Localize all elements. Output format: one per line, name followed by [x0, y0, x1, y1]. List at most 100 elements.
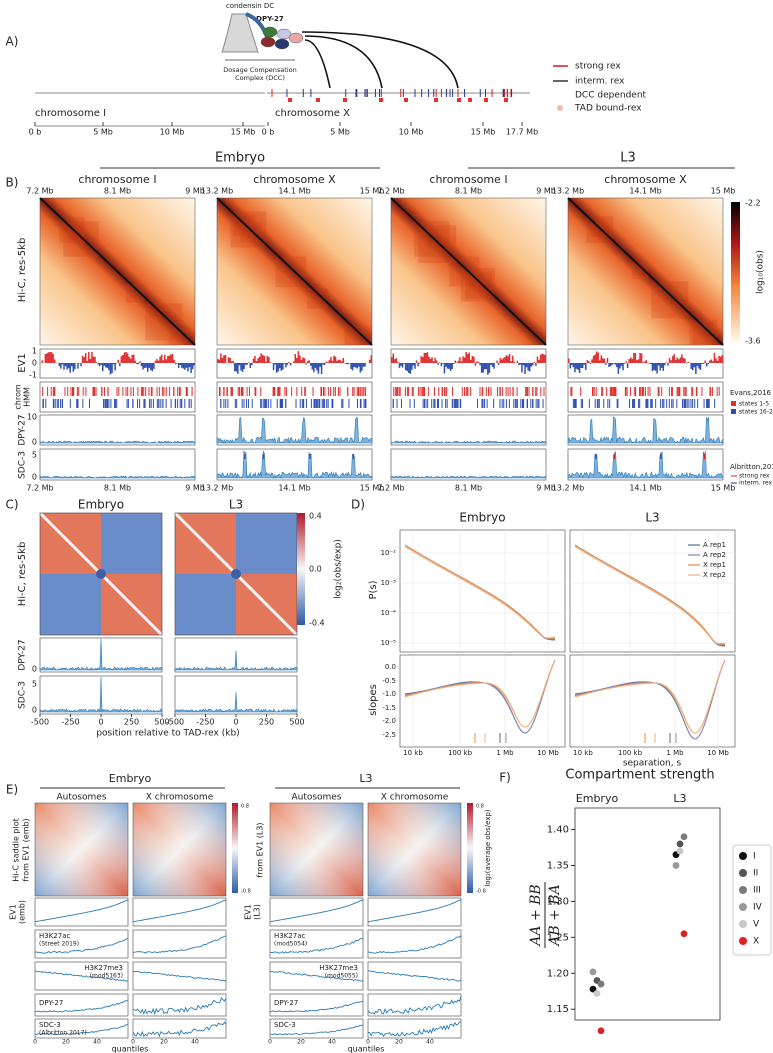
tick-label: 5 Mb	[330, 128, 350, 137]
colorbar-label: -3.6	[745, 337, 761, 346]
condition-title: Embryo	[215, 151, 265, 166]
plot-frame	[399, 654, 566, 748]
track-label: SDC-3	[18, 681, 28, 709]
saddle-overlay	[132, 802, 227, 897]
y-tick-label: 1.40	[547, 825, 569, 836]
tad-rex	[457, 98, 461, 102]
tick-label: 10⁻³	[381, 579, 397, 587]
slope-curve	[574, 659, 726, 734]
tick-label: 10 Mb	[160, 128, 185, 137]
colorbar-title: log₂(obs/exp)	[334, 539, 344, 599]
tick-label: 13.2 Mb	[552, 484, 584, 493]
colorbar-title: log₁₀(obs)	[756, 250, 766, 294]
legend-label: states 16-20	[739, 409, 773, 416]
condition-title: Embryo	[459, 511, 505, 525]
y-label-denominator: AB + BA	[547, 884, 563, 947]
legend-label: X rep1	[703, 561, 726, 569]
condition-title: L3	[645, 511, 659, 525]
legend-dot	[739, 903, 747, 911]
track-label: (Albritton 2017)	[39, 1030, 87, 1037]
signal-track	[216, 416, 373, 444]
quantile-track	[34, 1000, 129, 1013]
tick-label: 15 Mb	[471, 128, 496, 137]
legend-dot	[739, 852, 747, 860]
point	[676, 847, 684, 855]
legend-label: A rep1	[703, 541, 726, 549]
chromosome-title: chromosome X	[604, 173, 687, 186]
tick-label: 10 Mb	[399, 128, 424, 137]
tick-label: 0	[366, 1039, 370, 1046]
colorbar	[297, 513, 305, 625]
tick-label: 0	[32, 665, 37, 674]
legend-label: X rep2	[703, 571, 726, 579]
frame	[39, 512, 163, 636]
track-frame	[132, 929, 227, 959]
ev1-negative	[398, 363, 537, 375]
condition-title: L3	[620, 151, 636, 166]
tad-rex	[504, 98, 508, 102]
track-frame	[367, 897, 462, 927]
tick-label: 10 Mb	[707, 749, 729, 757]
panel-label: D)	[351, 498, 365, 512]
tick-label: 40	[93, 1039, 101, 1046]
tick-label: -0.5	[382, 677, 396, 685]
track-frame	[390, 414, 547, 446]
track-label: (mod5054)	[274, 941, 307, 948]
slope-curve	[404, 659, 556, 728]
colorbar-label: 0.4	[309, 512, 322, 521]
tick-label: -500	[31, 718, 49, 727]
ev1-positive	[217, 351, 372, 363]
tick-label: 0	[32, 706, 37, 715]
track-frame	[269, 961, 364, 991]
point	[589, 968, 597, 976]
tick-label: 15 Mb	[360, 484, 385, 493]
quantile-track	[269, 937, 364, 954]
tad-block	[414, 221, 450, 257]
track-label: EV1	[9, 904, 18, 920]
legend-swatch	[731, 401, 736, 406]
complex-caption: Complex (DCC)	[235, 74, 285, 82]
tick-label: 5	[32, 680, 37, 689]
tad-block	[418, 225, 457, 264]
tad-rex	[343, 98, 347, 102]
tad-block	[240, 221, 262, 243]
ev1-negative	[40, 363, 195, 375]
tick-label: 13.2 Mb	[201, 484, 233, 493]
tick-label: 20	[160, 1039, 168, 1046]
tick-label: 10 kb	[403, 749, 423, 757]
tick-label: 500	[289, 718, 304, 727]
track-frame	[132, 1018, 227, 1039]
quantile-track	[34, 899, 128, 923]
slope-curve	[404, 659, 556, 734]
signal-track	[174, 650, 298, 671]
tick-label: 14.1 Mb	[629, 484, 661, 493]
track-frame	[390, 348, 547, 379]
tick-label: 1 Mb	[666, 749, 684, 757]
tick-label: 5	[32, 451, 37, 460]
tick-label: 10⁻⁵	[381, 639, 397, 647]
colorbar-label: -0.4	[309, 619, 325, 628]
tad-block	[145, 303, 183, 341]
track-label: (Street 2019)	[39, 941, 79, 948]
subunit	[262, 26, 278, 38]
colorbar-title: log₂(average obs/exp)	[484, 809, 492, 887]
tad-block	[689, 319, 718, 345]
legend-label: III	[753, 886, 761, 896]
saddle-overlay	[269, 802, 364, 897]
colorbar	[467, 803, 473, 893]
tick-label: 40	[191, 1039, 199, 1046]
quantile-track	[132, 899, 226, 923]
colorbar	[731, 202, 740, 342]
legend-label: A rep2	[703, 551, 726, 559]
slope-curve	[574, 659, 726, 740]
tick-label: 250	[259, 718, 274, 727]
quantile-track	[132, 935, 227, 954]
track-frame	[39, 414, 196, 446]
quadrant	[40, 574, 101, 635]
panel-label: A)	[6, 35, 19, 49]
track-label: H3K27ac	[39, 932, 71, 940]
colorbar-label: -2.2	[745, 199, 761, 208]
legend-label: strong rex	[739, 473, 770, 480]
legend-swatch	[731, 409, 736, 414]
